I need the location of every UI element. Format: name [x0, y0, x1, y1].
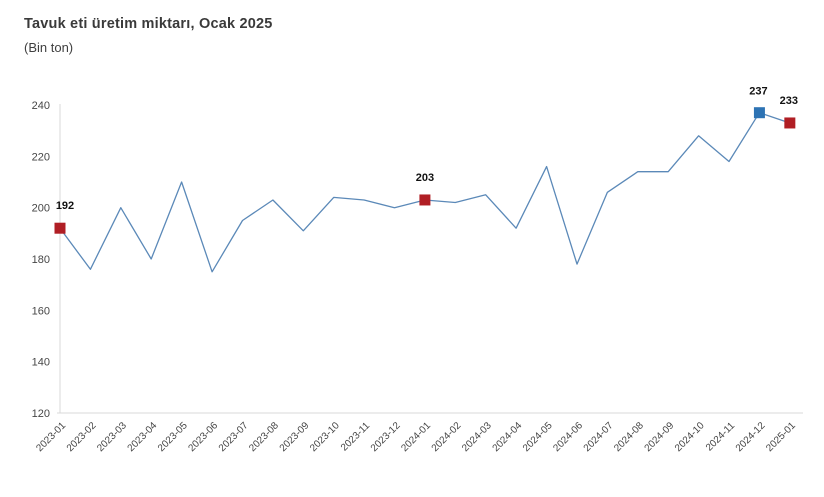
x-tick-label: 2023-09: [278, 420, 312, 454]
x-tick-label: 2024-04: [491, 420, 525, 454]
y-tick-label: 180: [32, 254, 50, 266]
highlight-marker: [784, 117, 796, 129]
data-label: 233: [780, 95, 798, 107]
y-tick-label: 240: [32, 100, 50, 112]
x-tick-label: 2024-08: [612, 420, 646, 454]
x-tick-label: 2023-03: [95, 420, 129, 454]
x-tick-label: 2024-03: [460, 420, 494, 454]
highlight-marker: [753, 107, 765, 119]
x-tick-label: 2024-11: [704, 420, 738, 454]
x-tick-label: 2024-01: [399, 420, 433, 454]
x-tick-label: 2024-09: [643, 420, 677, 454]
highlight-marker: [419, 194, 431, 206]
x-tick-label: 2023-12: [369, 420, 403, 454]
x-tick-label: 2024-05: [521, 420, 555, 454]
x-tick-label: 2023-07: [217, 420, 251, 454]
x-tick-label: 2024-06: [551, 420, 585, 454]
x-tick-label: 2024-10: [673, 420, 707, 454]
x-tick-label: 2023-11: [339, 420, 373, 454]
data-line: [59, 112, 791, 273]
y-tick-label: 200: [32, 203, 50, 215]
chart-subtitle: (Bin ton): [24, 40, 74, 55]
x-tick-label: 2025-01: [764, 420, 798, 454]
y-tick-label: 220: [32, 151, 50, 163]
x-tick-label: 2024-02: [430, 420, 464, 454]
y-tick-label: 160: [32, 305, 50, 317]
y-tick-label: 140: [32, 357, 50, 369]
x-tick-label: 2023-10: [308, 420, 342, 454]
chart-title: Tavuk eti üretim miktarı, Ocak 2025: [24, 16, 273, 32]
highlight-marker: [54, 222, 66, 234]
x-tick-label: 2023-05: [156, 420, 190, 454]
x-tick-label: 2024-12: [734, 420, 768, 454]
data-label: 203: [416, 172, 434, 184]
data-label: 237: [749, 86, 767, 98]
x-tick-label: 2023-08: [247, 420, 281, 454]
x-tick-label: 2023-01: [34, 420, 68, 454]
y-tick-label: 120: [32, 408, 50, 420]
x-tick-label: 2023-02: [65, 420, 99, 454]
x-tick-label: 2023-04: [126, 420, 160, 454]
x-tick-label: 2024-07: [582, 420, 616, 454]
x-tick-label: 2023-06: [186, 420, 220, 454]
data-label: 192: [56, 200, 74, 212]
